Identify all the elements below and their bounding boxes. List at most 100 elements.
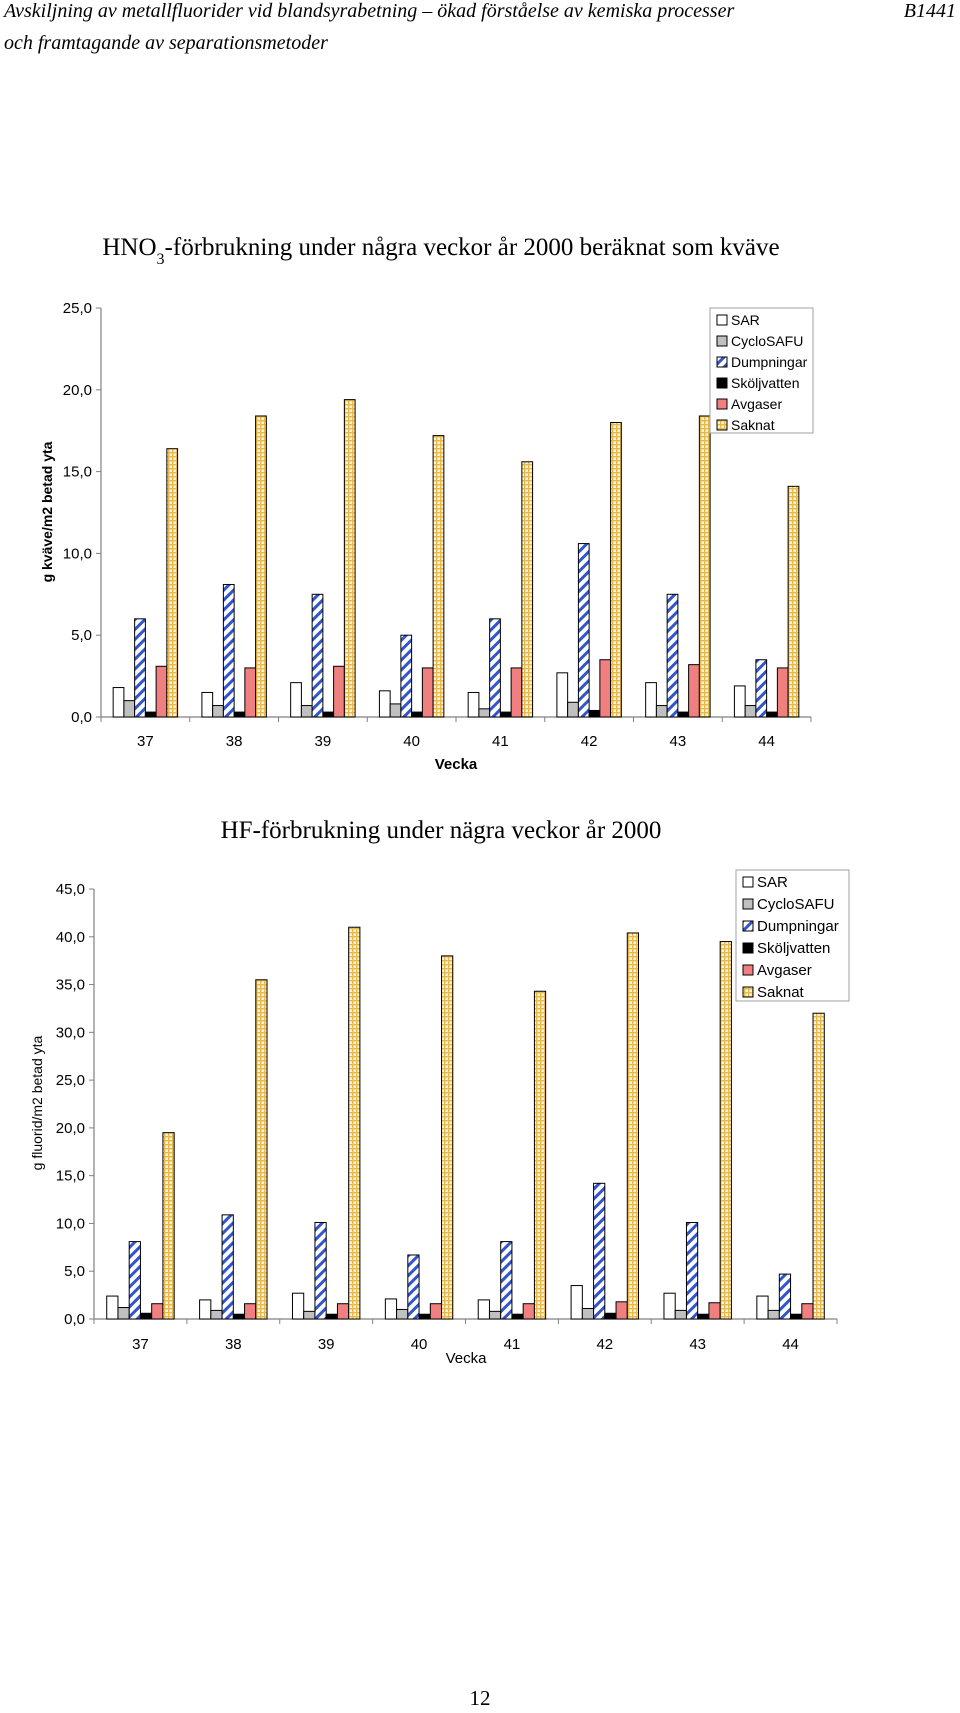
y-tick-label: 25,0 [63,300,92,317]
bar-avgaser-vecka-41 [522,1303,535,1320]
bar-skoljvatten-vecka-37 [144,711,157,718]
x-tick-label: 39 [315,733,332,750]
x-tick-label: 42 [581,733,598,750]
legend-swatch-sar [742,876,754,888]
y-tick-label: 0,0 [71,709,92,726]
bar-skoljvatten-vecka-41 [499,711,512,718]
bar-saknat-vecka-39 [348,926,361,1320]
y-tick-label: 5,0 [64,1263,85,1280]
legend-swatch-saknat [742,986,754,998]
bar-saknat-vecka-42 [610,422,622,718]
y-tick-label: 20,0 [63,382,92,399]
page-number: 12 [469,1686,491,1710]
legend-swatch-sar [716,314,728,326]
bar-cyclosafu-vecka-42 [581,1307,595,1320]
bar-avgaser-vecka-40 [421,667,434,718]
bar-cyclosafu-vecka-44 [767,1309,780,1320]
bar-dumpningar-vecka-42 [593,1182,606,1320]
legend-box [709,307,814,434]
bar-skoljvatten-vecka-44 [766,711,778,718]
bar-sar-vecka-39 [290,682,302,718]
bar-avgaser-vecka-41 [510,667,523,718]
legend-label-sar: SAR [731,312,760,328]
bar-dumpningar-vecka-40 [400,634,413,718]
x-tick-label: 43 [670,733,687,750]
bar-dumpningar-vecka-38 [221,1214,234,1320]
bar-avgaser-vecka-42 [599,659,612,718]
legend-swatch-dumpningar [742,920,754,932]
bar-skoljvatten-vecka-41 [511,1313,524,1320]
bar-cyclosafu-vecka-44 [744,705,757,718]
bar-saknat-vecka-43 [719,941,732,1320]
bar-cyclosafu-vecka-40 [396,1308,409,1320]
bar-sar-vecka-43 [645,682,657,718]
legend-swatch-skoljvatten [716,377,728,389]
y-tick-label: 25,0 [56,1072,85,1089]
y-tick-label: 20,0 [56,1120,85,1137]
y-tick-label: 40,0 [56,929,85,946]
bar-sar-vecka-44 [756,1295,769,1320]
bar-skoljvatten-vecka-40 [411,711,423,718]
y-axis-label: g fluorid/m2 betad yta [29,1035,45,1170]
bar-sar-vecka-38 [201,691,214,718]
bar-avgaser-vecka-44 [801,1303,814,1320]
bar-sar-vecka-42 [570,1285,583,1320]
x-tick-label: 40 [403,733,420,750]
bar-dumpningar-vecka-43 [666,593,679,718]
bar-cyclosafu-vecka-40 [389,703,402,718]
bar-skoljvatten-vecka-42 [604,1312,617,1320]
x-axis-label: Vecka [435,756,478,773]
bar-avgaser-vecka-44 [776,667,789,718]
x-axis-label: Vecka [446,1350,488,1367]
legend-label-sar: SAR [757,874,788,891]
x-tick-label: 40 [411,1336,428,1353]
bar-dumpningar-vecka-44 [778,1273,792,1320]
bar-cyclosafu-vecka-37 [117,1307,130,1320]
bar-cyclosafu-vecka-42 [567,701,579,718]
legend-label-skoljvatten: Sköljvatten [757,940,830,957]
x-tick-label: 44 [758,733,775,750]
bar-avgaser-vecka-37 [151,1303,164,1320]
y-tick-label: 10,0 [56,1215,85,1232]
x-tick-label: 38 [225,1336,242,1353]
chart-legend: SAR CycloSAFU Dumpningar Sköljvatten Avgaser… [709,307,814,434]
bar-cyclosafu-vecka-38 [210,1309,223,1320]
bar-sar-vecka-40 [378,690,391,718]
bar-skoljvatten-vecka-39 [325,1313,338,1320]
bar-sar-vecka-43 [663,1292,676,1320]
bar-avgaser-vecka-39 [333,665,345,718]
bar-dumpningar-vecka-41 [500,1241,513,1320]
x-tick-label: 38 [226,733,243,750]
bar-skoljvatten-vecka-38 [233,711,246,718]
bar-dumpningar-vecka-44 [755,659,768,718]
y-tick-label: 35,0 [56,977,85,994]
bar-skoljvatten-vecka-38 [232,1313,246,1320]
bar-cyclosafu-vecka-43 [674,1309,687,1320]
bar-sar-vecka-38 [199,1299,212,1320]
x-tick-label: 37 [132,1336,149,1353]
bar-saknat-vecka-37 [162,1132,175,1320]
bar-cyclosafu-vecka-43 [655,705,668,718]
chart-title: HNO3-förbrukning under några veckor år 2… [102,234,779,268]
hf-consumption-chart: HF-förbrukning under nägra veckor år 200… [29,869,850,1367]
bar-cyclosafu-vecka-39 [303,1310,316,1320]
bar-avgaser-vecka-42 [615,1301,628,1320]
legend-label-cyclosafu: CycloSAFU [731,333,803,349]
bar-dumpningar-vecka-40 [407,1254,420,1320]
bar-saknat-vecka-40 [432,435,445,718]
bar-cyclosafu-vecka-39 [300,705,313,718]
bar-skoljvatten-vecka-39 [322,711,335,718]
x-tick-label: 43 [689,1336,706,1353]
legend-label-avgaser: Avgaser [731,396,782,412]
y-tick-label: 15,0 [56,1168,85,1185]
bar-dumpningar-vecka-43 [685,1221,699,1320]
bar-sar-vecka-37 [106,1295,119,1320]
y-tick-label: 15,0 [63,464,92,481]
y-axis-label: g kväve/m2 betad yta [39,441,55,582]
bar-dumpningar-vecka-38 [222,583,235,718]
bar-saknat-vecka-43 [698,415,711,718]
legend-label-saknat: Saknat [731,417,775,433]
y-tick-label: 0,0 [64,1311,85,1328]
bar-saknat-vecka-39 [343,399,356,718]
